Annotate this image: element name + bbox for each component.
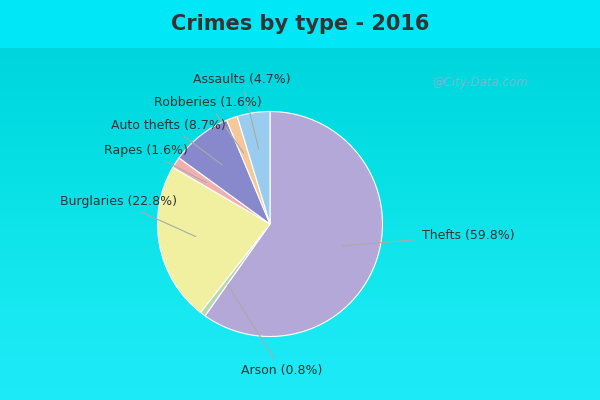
Wedge shape <box>200 224 270 316</box>
Text: Crimes by type - 2016: Crimes by type - 2016 <box>171 14 429 34</box>
Text: Burglaries (22.8%): Burglaries (22.8%) <box>59 195 196 236</box>
Wedge shape <box>237 112 270 224</box>
Wedge shape <box>158 167 270 312</box>
Wedge shape <box>205 112 382 336</box>
Wedge shape <box>173 158 270 224</box>
Text: Robberies (1.6%): Robberies (1.6%) <box>154 96 262 153</box>
Wedge shape <box>179 120 270 224</box>
Text: @City-Data.com: @City-Data.com <box>432 76 528 89</box>
Wedge shape <box>227 116 270 224</box>
Text: Assaults (4.7%): Assaults (4.7%) <box>193 74 290 149</box>
Text: Arson (0.8%): Arson (0.8%) <box>228 285 322 377</box>
Text: Auto thefts (8.7%): Auto thefts (8.7%) <box>112 118 226 165</box>
Text: Rapes (1.6%): Rapes (1.6%) <box>104 144 206 183</box>
Text: Thefts (59.8%): Thefts (59.8%) <box>343 229 515 246</box>
